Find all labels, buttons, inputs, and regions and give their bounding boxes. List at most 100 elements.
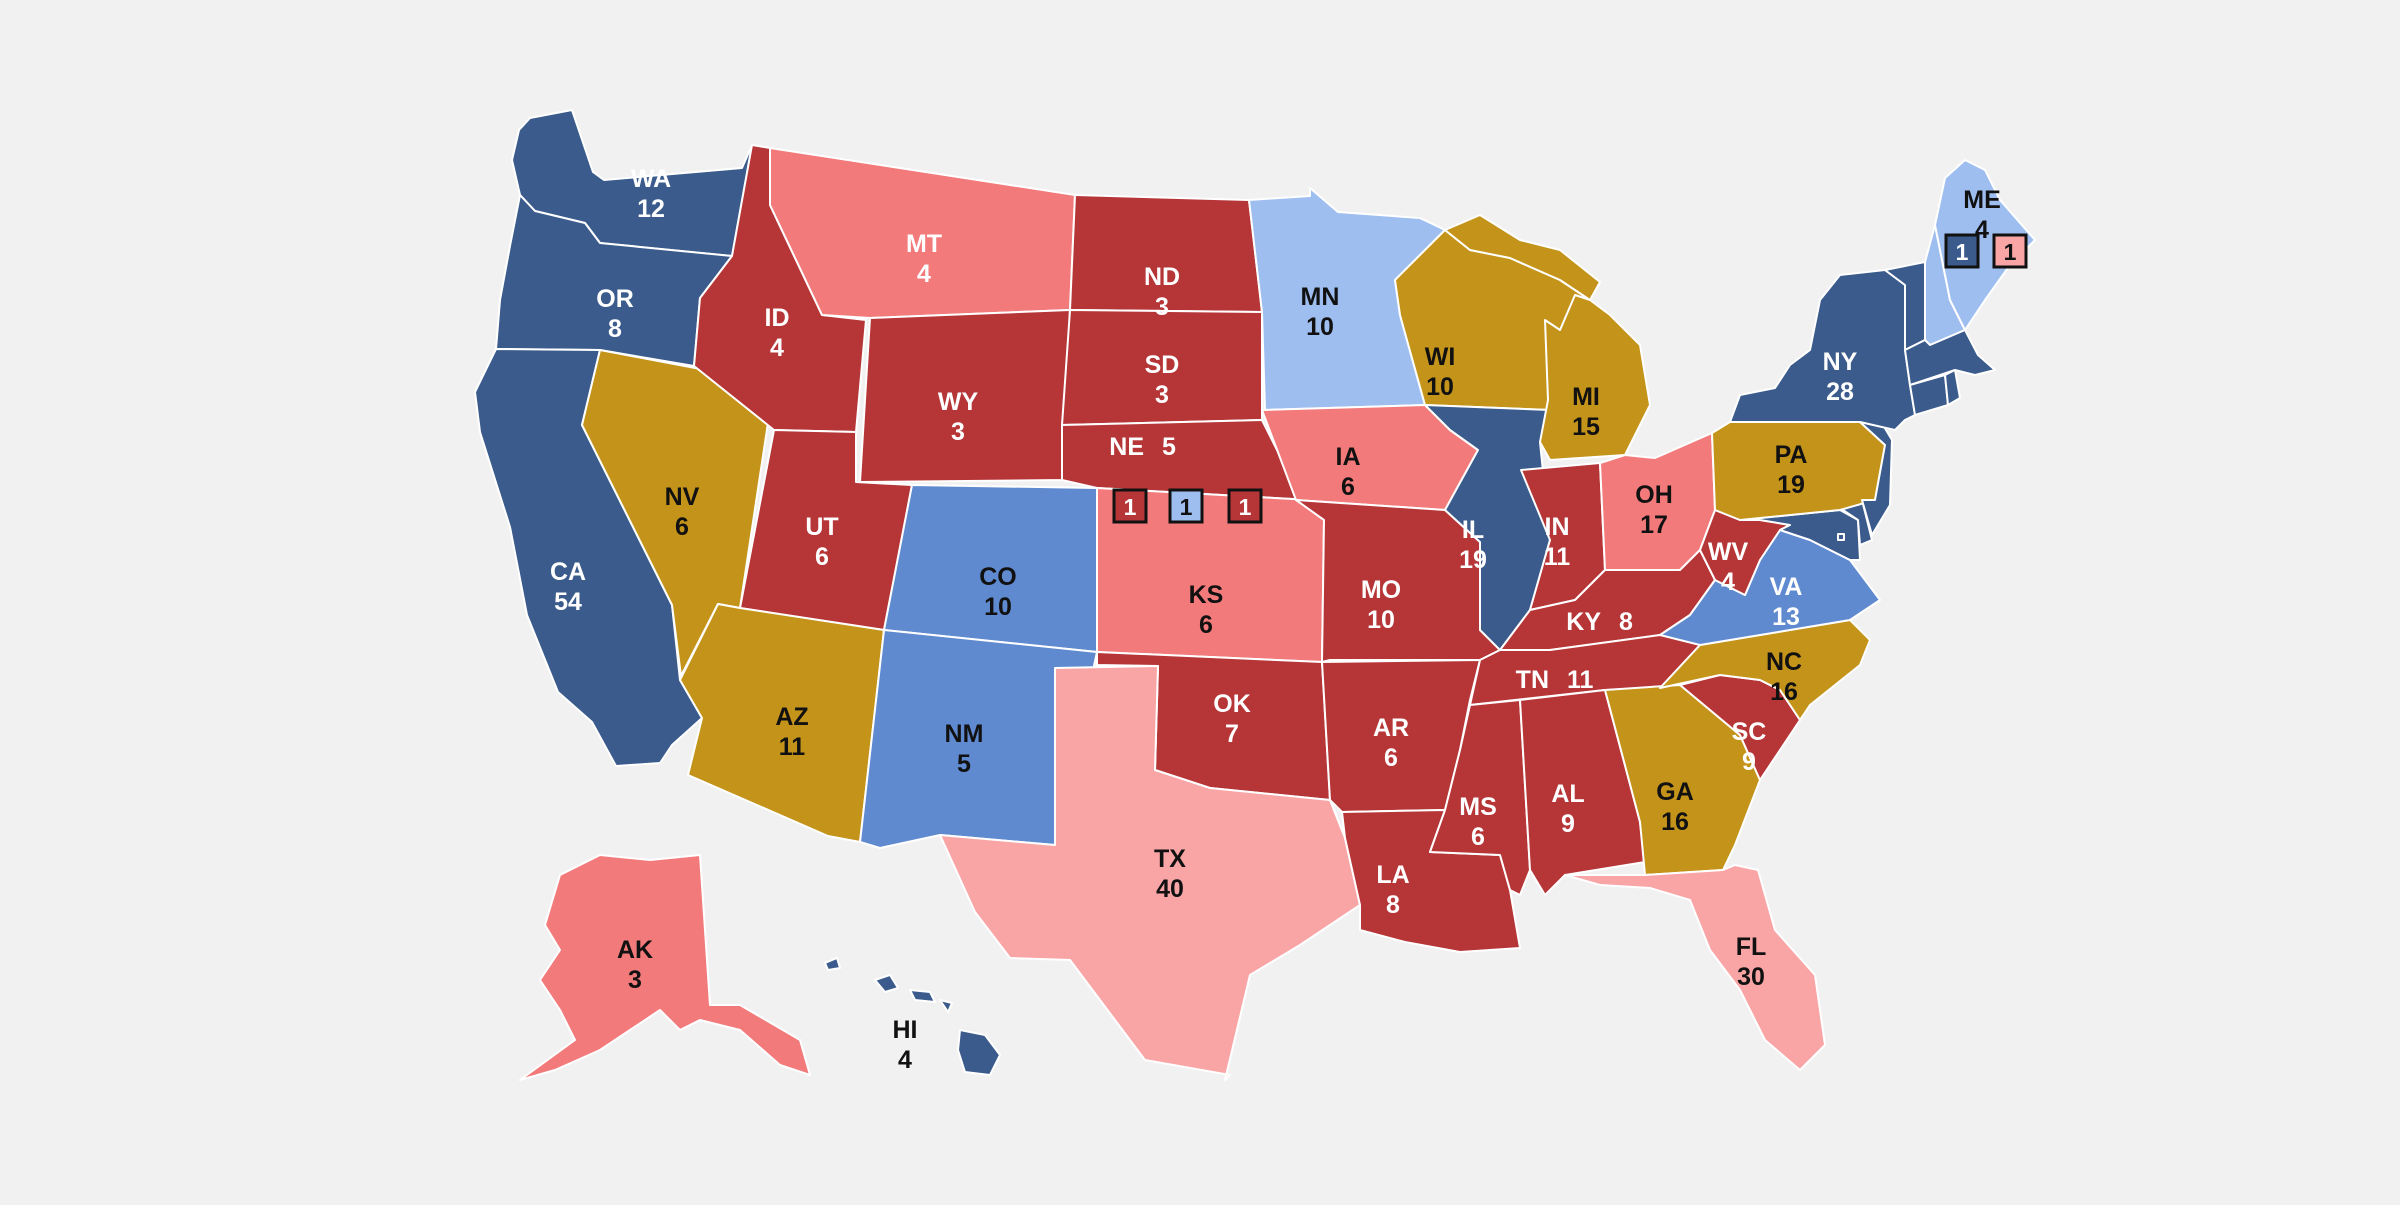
state-ev-al: 9 — [1561, 810, 1575, 838]
state-ev-tn: 11 — [1567, 666, 1594, 694]
state-label-wy: WY — [938, 388, 979, 416]
state-label-sd: SD — [1145, 351, 1180, 379]
district-ev-ne-1: 1 — [1124, 494, 1137, 520]
state-ev-pa: 19 — [1777, 471, 1805, 499]
state-label-nv: NV — [665, 483, 700, 511]
state-ev-nc: 16 — [1770, 678, 1798, 706]
state-ev-tx: 40 — [1156, 875, 1184, 903]
state-ev-nd: 3 — [1155, 293, 1169, 321]
state-mi[interactable] — [1444, 214, 1651, 461]
state-ev-wy: 3 — [951, 418, 965, 446]
state-ev-ca: 54 — [554, 588, 582, 616]
state-ev-nv: 6 — [675, 513, 689, 541]
district-box-ne-2[interactable]: 1 — [1168, 488, 1204, 524]
state-ak[interactable] — [519, 854, 811, 1081]
state-ev-ia: 6 — [1341, 473, 1355, 501]
state-label-ks: KS — [1189, 581, 1224, 609]
state-dc[interactable] — [1837, 533, 1845, 541]
state-label-nd: ND — [1144, 263, 1180, 291]
state-ev-mn: 10 — [1306, 313, 1334, 341]
district-boxes: 1 1 1 1 1 — [1112, 233, 2028, 524]
state-ev-co: 10 — [984, 593, 1012, 621]
state-ev-ne: 5 — [1162, 433, 1176, 461]
state-ev-wa: 12 — [637, 195, 665, 223]
state-nc[interactable] — [1659, 619, 1871, 721]
state-label-ms: MS — [1459, 793, 1497, 821]
state-label-ia: IA — [1336, 443, 1361, 471]
state-labels: WA12OR8CA54NV6ID4MT4WY3UT6AZ11CO10NM5ND3… — [550, 165, 2001, 1074]
state-ev-sd: 3 — [1155, 381, 1169, 409]
state-ev-ak: 3 — [628, 966, 642, 994]
state-label-me: ME — [1963, 186, 2001, 214]
state-ev-in: 11 — [1544, 543, 1571, 571]
state-ev-az: 11 — [779, 733, 806, 761]
state-label-hi: HI — [893, 1016, 918, 1044]
state-ma[interactable] — [1904, 329, 1996, 386]
state-label-ak: AK — [617, 936, 653, 964]
state-ev-fl: 30 — [1737, 963, 1765, 991]
state-label-co: CO — [979, 563, 1017, 591]
state-label-ky: KY — [1566, 608, 1601, 636]
state-ev-ok: 7 — [1225, 720, 1239, 748]
state-ev-mi: 15 — [1572, 413, 1600, 441]
state-label-az: AZ — [775, 703, 808, 731]
state-label-ca: CA — [550, 558, 586, 586]
state-hi[interactable] — [824, 957, 1001, 1076]
state-ev-me: 4 — [1975, 216, 1989, 244]
state-ev-il: 19 — [1459, 546, 1487, 574]
state-ev-wi: 10 — [1426, 373, 1454, 401]
state-ev-ga: 16 — [1661, 808, 1689, 836]
state-ev-wv: 4 — [1721, 568, 1735, 596]
state-label-sc: SC — [1732, 718, 1767, 746]
district-ev-me-2: 1 — [2004, 239, 2017, 265]
state-tx[interactable] — [939, 665, 1361, 1081]
state-label-mt: MT — [906, 230, 942, 258]
state-ev-ms: 6 — [1471, 823, 1485, 851]
state-label-tn: TN — [1516, 666, 1549, 694]
state-label-nm: NM — [945, 720, 984, 748]
state-ev-ar: 6 — [1384, 744, 1398, 772]
state-label-al: AL — [1551, 780, 1584, 808]
state-label-va: VA — [1770, 573, 1803, 601]
district-box-me-2[interactable]: 1 — [1992, 233, 2028, 269]
district-ev-ne-3: 1 — [1239, 494, 1252, 520]
state-label-in: IN — [1545, 513, 1570, 541]
state-label-ok: OK — [1213, 690, 1251, 718]
state-label-tx: TX — [1154, 845, 1186, 873]
district-box-ne-1[interactable]: 1 — [1112, 488, 1148, 524]
state-label-ut: UT — [805, 513, 838, 541]
district-ev-me-1: 1 — [1956, 239, 1969, 265]
state-ri[interactable] — [1944, 369, 1961, 406]
state-label-ga: GA — [1656, 778, 1694, 806]
state-label-ne: NE — [1109, 433, 1144, 461]
state-ev-mt: 4 — [917, 260, 931, 288]
state-label-nc: NC — [1766, 648, 1802, 676]
district-ev-ne-2: 1 — [1180, 494, 1193, 520]
state-ev-id: 4 — [770, 334, 784, 362]
state-ev-ut: 6 — [815, 543, 829, 571]
state-me[interactable] — [1934, 159, 2036, 331]
state-label-la: LA — [1376, 861, 1409, 889]
state-label-or: OR — [596, 285, 634, 313]
state-label-wa: WA — [631, 165, 671, 193]
state-label-ny: NY — [1823, 348, 1858, 376]
state-label-mn: MN — [1301, 283, 1340, 311]
state-ev-ky: 8 — [1619, 608, 1633, 636]
state-label-ar: AR — [1373, 714, 1409, 742]
district-box-me-1[interactable]: 1 — [1944, 233, 1980, 269]
state-label-wi: WI — [1425, 343, 1456, 371]
state-label-fl: FL — [1736, 933, 1767, 961]
state-label-oh: OH — [1635, 481, 1673, 509]
state-fl[interactable] — [1564, 864, 1826, 1071]
state-ev-sc: 9 — [1742, 748, 1756, 776]
state-label-il: IL — [1462, 516, 1484, 544]
state-label-wv: WV — [1708, 538, 1749, 566]
state-ev-nm: 5 — [957, 750, 971, 778]
state-ev-or: 8 — [608, 315, 622, 343]
district-box-ne-3[interactable]: 1 — [1227, 488, 1263, 524]
state-ev-oh: 17 — [1640, 511, 1668, 539]
state-ev-ks: 6 — [1199, 611, 1213, 639]
state-label-mo: MO — [1361, 576, 1401, 604]
state-label-mi: MI — [1572, 383, 1600, 411]
